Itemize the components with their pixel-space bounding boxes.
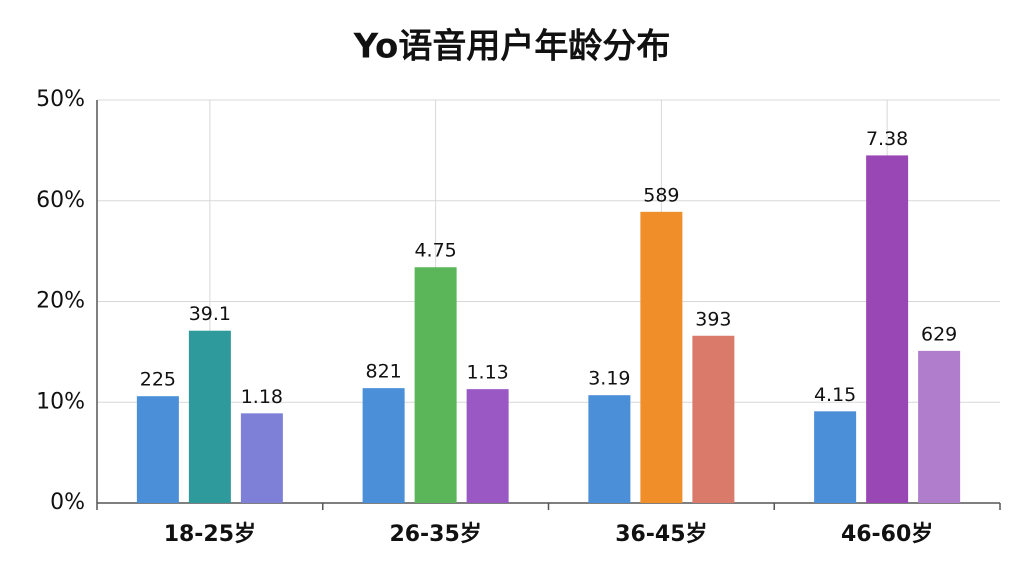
- data-label: 39.1: [189, 303, 231, 325]
- bar: [814, 411, 857, 503]
- x-tick-label: 18-25岁: [164, 521, 256, 547]
- bar: [414, 267, 457, 503]
- bar: [362, 388, 405, 503]
- data-label: 1.13: [466, 362, 508, 384]
- data-label: 7.38: [866, 128, 908, 150]
- data-label: 225: [140, 369, 176, 391]
- data-label: 589: [643, 184, 679, 206]
- bar: [136, 396, 179, 503]
- data-label: 821: [365, 361, 401, 383]
- data-label: 3.19: [588, 368, 630, 390]
- chart-title: Yo语音用户年龄分布: [353, 27, 671, 67]
- data-label: 4.15: [814, 384, 856, 406]
- bar: [692, 335, 735, 503]
- data-label: 1.18: [241, 386, 283, 408]
- bar: [188, 330, 231, 503]
- bar: [240, 413, 283, 503]
- y-tick-label: 20%: [36, 289, 85, 314]
- x-tick-label: 46-60岁: [841, 521, 933, 547]
- x-tick-label: 26-35岁: [389, 521, 481, 547]
- x-tick-label: 36-45岁: [615, 521, 707, 547]
- bar: [640, 211, 683, 503]
- bar: [866, 155, 909, 503]
- y-tick-label: 50%: [36, 87, 85, 112]
- bar: [466, 389, 509, 503]
- bar: [918, 350, 961, 503]
- y-tick-label: 10%: [36, 389, 85, 414]
- data-label: 4.75: [414, 240, 456, 262]
- data-label: 393: [695, 308, 731, 330]
- bar: [588, 395, 631, 503]
- y-tick-label: 60%: [36, 188, 85, 213]
- data-label: 629: [921, 323, 957, 345]
- y-tick-label: 0%: [50, 490, 85, 515]
